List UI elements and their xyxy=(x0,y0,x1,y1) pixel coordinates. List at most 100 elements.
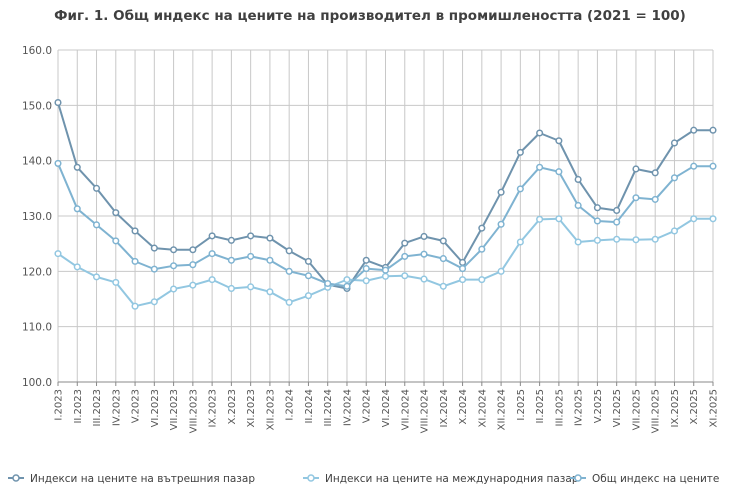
data-point xyxy=(632,236,640,244)
data-point xyxy=(54,250,62,258)
data-point xyxy=(54,99,62,107)
data-point xyxy=(381,266,390,274)
data-point xyxy=(690,126,698,134)
y-tick-label: 120.0 xyxy=(22,266,52,278)
data-point xyxy=(73,163,81,171)
data-point xyxy=(112,278,120,286)
data-point xyxy=(651,195,659,203)
data-point xyxy=(131,302,139,310)
data-point xyxy=(227,256,235,264)
data-point xyxy=(632,194,640,202)
data-point xyxy=(574,238,582,246)
data-point xyxy=(690,215,698,223)
y-tick-label: 110.0 xyxy=(22,322,52,334)
data-point xyxy=(285,298,293,306)
x-tick-label: X.2024 xyxy=(458,389,469,424)
series-3 xyxy=(54,159,717,290)
data-point xyxy=(227,236,235,244)
x-tick-label: VIII.2025 xyxy=(651,389,662,433)
data-point xyxy=(632,165,640,173)
legend-label: Общ индекс на цените xyxy=(592,473,719,485)
x-tick-label: III.2024 xyxy=(323,389,334,426)
data-point xyxy=(131,257,139,265)
series-2 xyxy=(54,215,717,310)
x-tick-label: III.2025 xyxy=(554,389,565,426)
data-point xyxy=(555,215,563,223)
x-tick-label: II.2024 xyxy=(304,389,315,424)
data-point xyxy=(420,275,428,283)
data-point xyxy=(208,232,216,240)
series-1 xyxy=(54,99,717,293)
data-point xyxy=(150,298,158,306)
data-point xyxy=(131,227,139,235)
data-point xyxy=(613,218,621,226)
data-point xyxy=(112,237,120,245)
axes: 100.0 110.0 120.0 130.0 140.0 150.0 160.0 I.202… xyxy=(22,45,720,433)
x-tick-label: V.2023 xyxy=(131,389,142,423)
data-point xyxy=(516,185,524,193)
x-tick-label: X.2023 xyxy=(227,389,238,424)
x-tick-label: XI.2023 xyxy=(246,389,257,427)
legend-item: Общ индекс на цените xyxy=(570,473,719,485)
data-point xyxy=(189,246,197,254)
x-tick-label: IV.2023 xyxy=(111,389,122,426)
data-point xyxy=(362,277,370,285)
x-tick-label: VII.2023 xyxy=(169,389,180,430)
legend-swatch-marker xyxy=(574,474,582,482)
data-point xyxy=(266,234,274,242)
data-point xyxy=(555,168,563,176)
x-tick-label: V.2024 xyxy=(362,389,373,423)
data-point xyxy=(381,272,390,280)
data-point xyxy=(478,245,486,253)
legend-item: Индекси на цените на вътрешния пазар xyxy=(8,473,255,485)
x-tick-label: X.2025 xyxy=(689,389,700,424)
data-point xyxy=(497,220,505,228)
x-tick-label: I.2025 xyxy=(516,389,527,421)
x-tick-label: VI.2025 xyxy=(612,389,623,427)
legend-swatch-marker xyxy=(307,474,315,482)
x-tick-label: XI.2024 xyxy=(477,389,488,427)
legend: Индекси на цените на вътрешния пазар Инде… xyxy=(8,473,719,485)
data-point xyxy=(343,276,351,284)
x-tick-label: XI.2025 xyxy=(709,389,720,427)
grid-lines xyxy=(57,49,714,383)
x-tick-label: V.2025 xyxy=(593,389,604,423)
x-tick-label: VII.2024 xyxy=(400,389,411,430)
data-point xyxy=(208,250,216,258)
data-point xyxy=(247,283,255,291)
data-point xyxy=(304,292,312,300)
y-tick-label: 130.0 xyxy=(22,211,52,223)
data-point xyxy=(709,162,717,170)
data-point xyxy=(574,175,582,184)
data-point xyxy=(227,284,235,293)
data-point xyxy=(516,238,524,246)
data-point xyxy=(593,236,601,244)
data-point xyxy=(536,215,544,223)
series-layer xyxy=(54,99,717,310)
data-point xyxy=(420,250,428,258)
data-point xyxy=(54,159,62,167)
data-point xyxy=(574,201,582,210)
data-point xyxy=(170,285,178,293)
data-point xyxy=(150,265,158,273)
x-tick-label: VI.2023 xyxy=(150,389,161,427)
data-point xyxy=(401,239,409,247)
data-point xyxy=(170,262,178,270)
x-tick-label: I.2024 xyxy=(285,389,296,421)
data-point xyxy=(343,282,351,290)
data-point xyxy=(459,258,467,267)
x-tick-label: XII.2023 xyxy=(265,389,276,430)
legend-swatch-marker xyxy=(12,474,20,482)
x-tick-label: II.2023 xyxy=(73,389,84,424)
data-point xyxy=(247,252,255,260)
data-point xyxy=(266,256,274,264)
x-tick-label: III.2023 xyxy=(92,389,103,426)
chart-title: Фиг. 1. Общ индекс на цените на производ… xyxy=(54,8,686,24)
x-tick-label: XII.2024 xyxy=(497,389,508,430)
y-tick-label: 100.0 xyxy=(22,377,52,389)
data-point xyxy=(208,276,216,284)
data-point xyxy=(536,163,544,171)
data-point xyxy=(651,169,659,177)
